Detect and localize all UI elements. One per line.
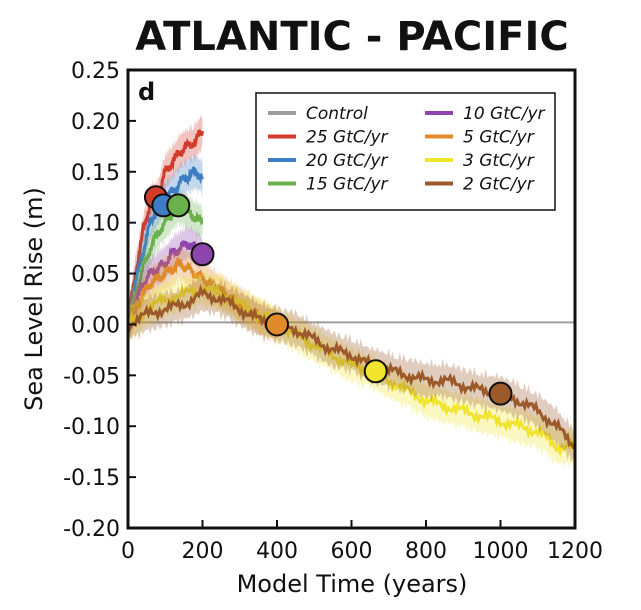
x-axis-ticks: 0 200 400 600 800 1000 1200: [121, 520, 603, 564]
series-marker-6: [363, 359, 388, 384]
series-band-3: [128, 186, 203, 340]
legend-label-3: 15 GtC/yr: [306, 175, 389, 195]
series-line-3: [128, 198, 204, 330]
x-tick-label: 1200: [547, 539, 603, 564]
legend-label-5: 5 GtC/yr: [463, 128, 535, 148]
legend: Control 25 GtC/yr 20 GtC/yr 15 GtC/yr 10 GtC…: [255, 92, 556, 211]
series-marker-5: [265, 312, 289, 337]
legend-label-6: 3 GtC/yr: [463, 151, 535, 171]
series-line-4: [128, 240, 204, 325]
x-tick-label: 400: [256, 539, 298, 564]
x-tick-label: 200: [182, 539, 224, 564]
chart-title: ATLANTIC - PACIFIC: [135, 14, 568, 60]
y-axis-label: Sea Level Rise (m): [20, 187, 48, 411]
y-tick-label: -0.10: [63, 415, 120, 440]
y-tick-label: 0.00: [71, 313, 120, 338]
legend-label-4: 10 GtC/yr: [463, 104, 546, 124]
legend-label-0: Control: [306, 104, 368, 124]
y-tick-label: -0.15: [63, 466, 120, 491]
series-band-4: [128, 221, 203, 343]
x-tick-label: 1000: [473, 539, 529, 564]
y-tick-label: 0.25: [71, 59, 120, 84]
y-tick-label: -0.20: [63, 517, 120, 542]
y-tick-label: 0.15: [71, 161, 120, 186]
series-band-7: [128, 274, 575, 463]
x-tick-label: 600: [331, 539, 373, 564]
x-tick-label: 0: [121, 539, 135, 564]
series-band-5: [128, 242, 277, 344]
series-line-1: [128, 128, 204, 324]
series-marker-7: [488, 381, 513, 406]
series-marker-3: [166, 193, 191, 218]
x-axis-label: Model Time (years): [237, 570, 468, 598]
x-tick-label: 800: [405, 539, 447, 564]
legend-box: [255, 92, 556, 211]
panel-label: d: [138, 78, 155, 106]
series-marker-4: [190, 242, 215, 267]
y-axis-ticks: 0.25 0.20 0.15 0.10 0.05 0.00 -0.05 -0.10 -0.15 -…: [63, 59, 136, 542]
legend-label-2: 20 GtC/yr: [306, 151, 389, 171]
legend-label-7: 2 GtC/yr: [463, 175, 535, 195]
y-tick-label: 0.20: [71, 110, 120, 135]
plot-area: [128, 114, 575, 467]
y-tick-label: -0.05: [63, 364, 120, 389]
y-tick-label: 0.05: [71, 263, 120, 288]
legend-label-1: 25 GtC/yr: [306, 128, 389, 148]
y-tick-label: 0.10: [71, 212, 120, 237]
